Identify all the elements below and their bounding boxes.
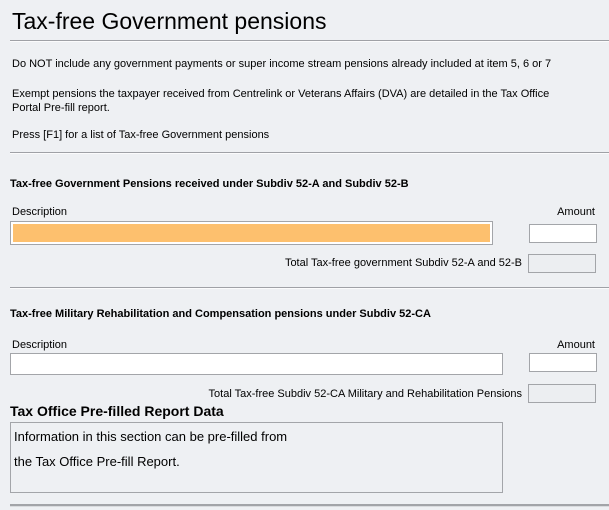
amount-input-52ca[interactable] xyxy=(529,353,597,372)
title-divider xyxy=(10,40,609,41)
page-title: Tax-free Government pensions xyxy=(12,8,327,34)
intro-note-exempt-pensions: Exempt pensions the taxpayer received fr… xyxy=(12,88,550,114)
intro-note-exclusion: Do NOT include any government payments o… xyxy=(12,58,552,70)
description-label-52ca: Description xyxy=(12,339,68,351)
prefill-info-line: Information in this section can be pre-f… xyxy=(14,429,288,444)
prefill-info-line: the Tax Office Pre-fill Report. xyxy=(14,454,180,469)
bottom-divider xyxy=(10,504,609,506)
prefill-info-box: Information in this section can be pre-f… xyxy=(10,422,503,493)
amount-input-52ab[interactable] xyxy=(529,224,597,243)
prefill-section-heading: Tax Office Pre-filled Report Data xyxy=(10,403,224,419)
section-divider-middle xyxy=(10,287,609,288)
description-input-52ab[interactable] xyxy=(10,221,493,245)
total-label-52ab: Total Tax-free government Subdiv 52-A an… xyxy=(284,257,522,269)
section-heading-52ab: Tax-free Government Pensions received un… xyxy=(10,178,409,190)
amount-label-52ab: Amount xyxy=(557,206,595,218)
total-field-52ca xyxy=(528,384,596,403)
description-input-52ca[interactable] xyxy=(10,353,503,375)
total-field-52ab xyxy=(528,254,596,273)
description-label-52ab: Description xyxy=(12,206,68,218)
total-label-52ca: Total Tax-free Subdiv 52-CA Military and… xyxy=(208,388,522,400)
intro-note-f1-help: Press [F1] for a list of Tax-free Govern… xyxy=(12,129,270,141)
amount-label-52ca: Amount xyxy=(557,339,595,351)
section-divider-top xyxy=(10,152,609,153)
section-heading-52ca: Tax-free Military Rehabilitation and Com… xyxy=(10,308,431,320)
